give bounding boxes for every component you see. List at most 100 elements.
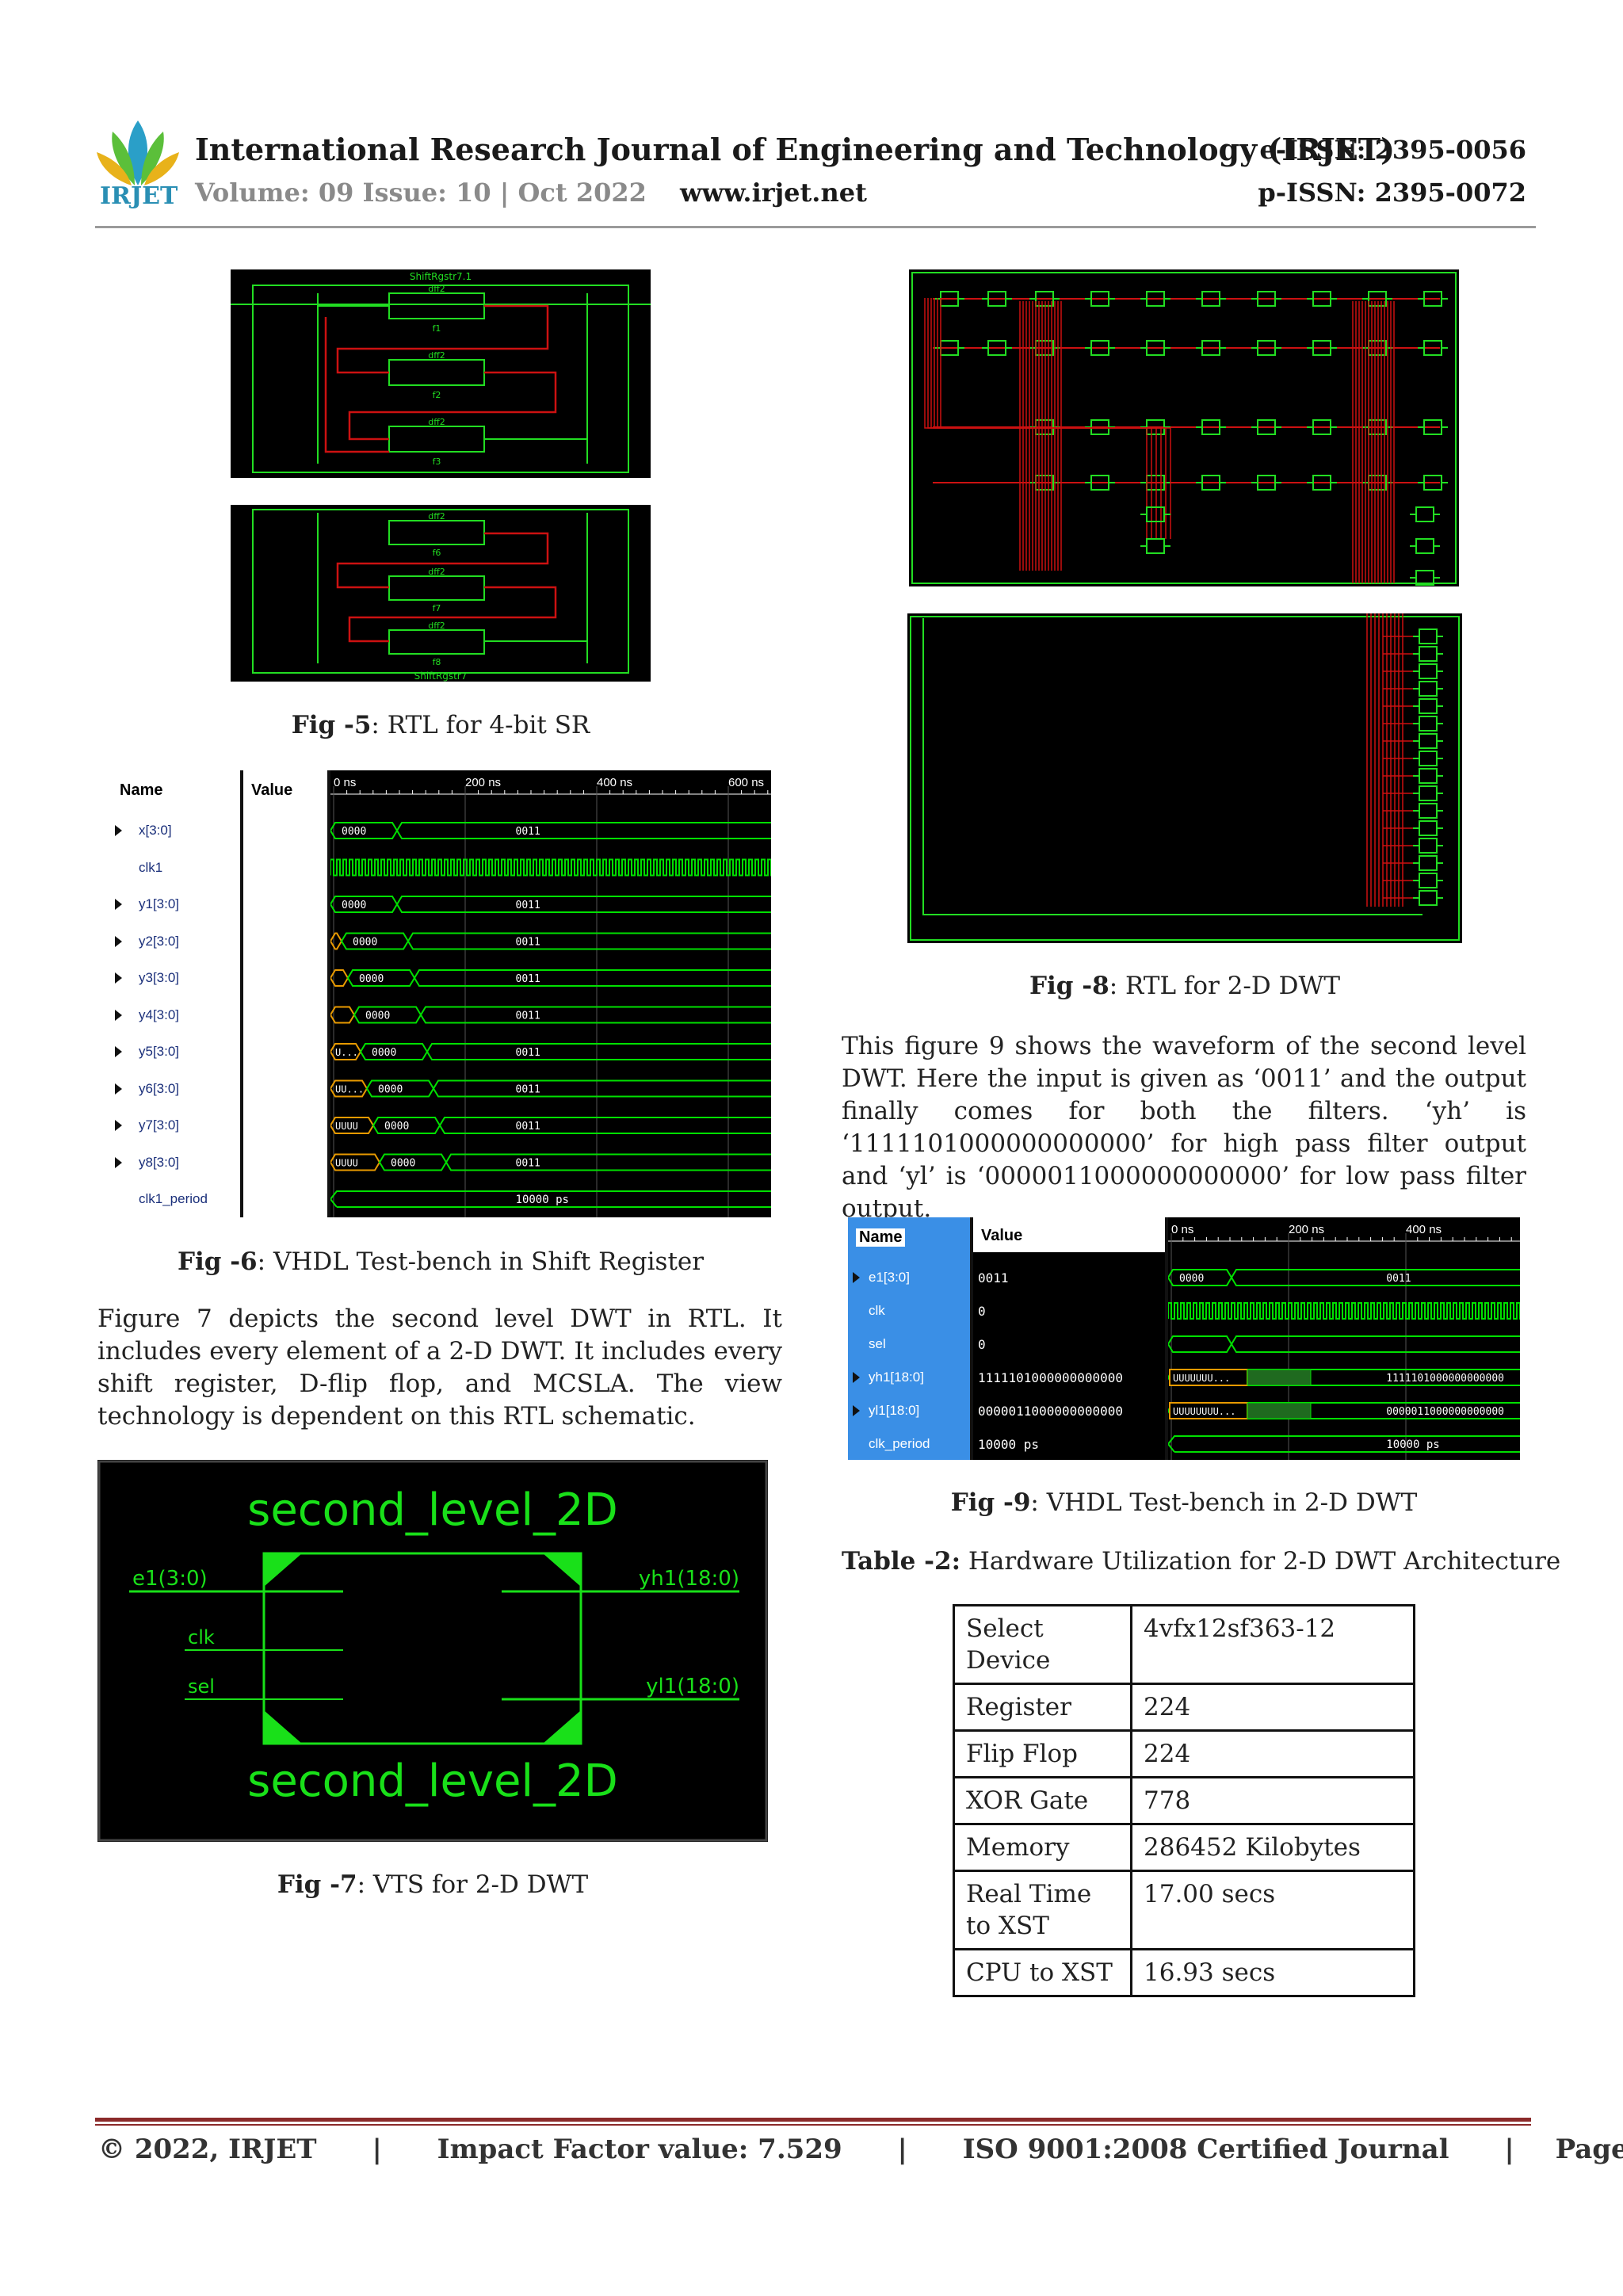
rtl-cell (1419, 873, 1438, 888)
table-cell-value: 4vfx12sf363-12 (1130, 1604, 1415, 1685)
bus-value-label: 0000 (353, 937, 377, 949)
fig5-caption: Fig -5: RTL for 4-bit SR (291, 711, 590, 739)
expand-arrow-icon[interactable] (853, 1272, 860, 1283)
signal-name[interactable]: y3[3:0] (139, 970, 180, 985)
table-cell-value: 224 (1130, 1683, 1415, 1732)
table-row: CPU to XST 16.93 secs (953, 1948, 1415, 1997)
signal-name[interactable]: y8[3:0] (139, 1154, 180, 1170)
signal-value: 10000 ps (978, 1437, 1040, 1452)
irjet-logo: IRJET (95, 117, 181, 211)
volume-issue: Volume: 09 Issue: 10 | Oct 2022 (195, 178, 647, 208)
fig5-cell-8: dff2 f8 (388, 621, 485, 667)
signal-name[interactable]: y2[3:0] (139, 933, 180, 949)
signal-name[interactable]: y5[3:0] (139, 1044, 180, 1059)
signal-name[interactable]: y4[3:0] (139, 1007, 180, 1022)
bus-value-label: 0000 (372, 1047, 396, 1059)
page-footer: © 2022, IRJET | Impact Factor value: 7.5… (98, 2134, 1623, 2165)
rtl-cell (1419, 785, 1438, 801)
fig7-vts-symbol: second_level_2D e1(3:0) clk sel yh1(18:0… (97, 1460, 768, 1842)
bus-value-label: 0011 (516, 973, 540, 985)
signal-name[interactable]: yl1[18:0] (869, 1403, 920, 1418)
expand-arrow-icon[interactable] (115, 1120, 122, 1131)
svg-text:dff2: dff2 (428, 284, 445, 294)
bus-trace (396, 896, 771, 913)
signal-name[interactable]: y7[3:0] (139, 1117, 180, 1133)
expand-arrow-icon[interactable] (115, 825, 122, 836)
fig5-cell-7: dff2 f7 (388, 567, 485, 613)
signal-value: 0 (978, 1304, 986, 1319)
signal-name[interactable]: e1[3:0] (869, 1270, 910, 1285)
bus-value-label: 1111101000000000000 (1386, 1373, 1504, 1385)
expand-arrow-icon[interactable] (853, 1405, 860, 1416)
fig8-caption: Fig -8: RTL for 2-D DWT (1029, 972, 1341, 1000)
website-link[interactable]: www.irjet.net (680, 178, 867, 208)
rtl-cell (1419, 751, 1438, 766)
fig5-cell-3: dff2 f3 (388, 417, 485, 467)
signal-name[interactable]: y1[3:0] (139, 896, 180, 911)
fig5-bottom-label: ShiftRgstr7 (414, 670, 468, 682)
footer-impact: Impact Factor value: 7.529 (437, 2134, 842, 2165)
fig5-top-label: ShiftRgstr7.1 (410, 271, 472, 282)
fig5-cell-6: dff2 f6 (388, 511, 485, 558)
fig5-cell-2: dff2 f2 (388, 350, 485, 400)
expand-arrow-icon[interactable] (115, 1046, 122, 1057)
time-tick-label: 200 ns (465, 776, 501, 789)
signal-name[interactable]: clk_period (869, 1436, 930, 1451)
clock-trace (330, 858, 771, 877)
fig9-value-column: Value 0011 0 0 1111101000000000000 000001100… (973, 1217, 1165, 1460)
rtl-cell (1419, 820, 1438, 836)
signal-name[interactable]: sel (869, 1336, 886, 1351)
table-cell-value: 778 (1130, 1776, 1415, 1825)
signal-name[interactable]: x[3:0] (139, 823, 172, 838)
expand-arrow-icon[interactable] (115, 972, 122, 984)
signal-value: 0011 (248, 971, 279, 986)
signal-value: 0011 (248, 1045, 279, 1060)
header-divider (95, 226, 1536, 228)
svg-text:f8: f8 (433, 657, 441, 667)
table-row: Real Time to XST 17.00 secs (953, 1870, 1415, 1950)
bus-trace (1231, 1335, 1520, 1353)
rtl-cell (1419, 716, 1438, 732)
bus-value-label: 0011 (516, 1084, 540, 1096)
fig7-title-top: second_level_2D (247, 1484, 618, 1536)
bus-value-label: 10000 ps (516, 1194, 569, 1206)
hardware-utilization-table: Select Device 4vfx12sf363-12 Register 224 Fl… (953, 1604, 1415, 1997)
expand-arrow-icon[interactable] (115, 1156, 122, 1168)
transition-trace (1247, 1369, 1312, 1386)
expand-arrow-icon[interactable] (115, 1083, 122, 1095)
fig6-caption: Fig -6: VHDL Test-bench in Shift Registe… (177, 1247, 705, 1276)
bus-value-label: 0000 (359, 973, 384, 985)
table-cell-parameter: Register (953, 1683, 1132, 1732)
expand-arrow-icon[interactable] (115, 1009, 122, 1021)
table-cell-value: 224 (1130, 1729, 1415, 1778)
signal-name[interactable]: yh1[18:0] (869, 1370, 924, 1385)
signal-name[interactable]: clk (869, 1303, 885, 1318)
signal-name[interactable]: clk1 (139, 859, 163, 875)
signal-value: 0000011000000000000 (978, 1404, 1124, 1419)
bus-trace (433, 1079, 771, 1098)
pissn: p-ISSN: 2395-0072 (1258, 178, 1526, 208)
expand-arrow-icon[interactable] (115, 935, 122, 947)
fig8-rtl-top (909, 269, 1459, 586)
bus-value-label: 0000 (1179, 1273, 1204, 1285)
signal-name[interactable]: y6[3:0] (139, 1080, 180, 1096)
expand-arrow-icon[interactable] (853, 1372, 860, 1383)
expand-arrow-icon[interactable] (115, 899, 122, 910)
fig9-caption: Fig -9: VHDL Test-bench in 2-D DWT (950, 1488, 1418, 1517)
rtl-cell (1419, 803, 1438, 819)
footer-separator: | (1504, 2134, 1514, 2165)
table-row: Register 224 (953, 1683, 1415, 1732)
footer-separator: | (372, 2134, 382, 2165)
fig5-cell-1: dff2 f1 (388, 284, 485, 334)
fig6-waveform: Name x[3:0] clk1 y1[3:0] y2[3:0] y3[3:0] y4[3… (110, 770, 771, 1217)
signal-name[interactable]: clk1_period (139, 1191, 208, 1206)
bus-value-label: 0011 (516, 1158, 540, 1170)
clock-trace (1167, 1302, 1520, 1320)
table2-caption: Table -2: Hardware Utilization for 2-D D… (842, 1547, 1561, 1576)
svg-text:dff2: dff2 (428, 621, 445, 631)
rtl-cell (1415, 506, 1434, 522)
page-header: IRJET International Research Journal of … (95, 117, 1534, 228)
table-cell-parameter: Select Device (953, 1604, 1132, 1685)
undefined-value-label: UUUU (335, 1121, 358, 1132)
